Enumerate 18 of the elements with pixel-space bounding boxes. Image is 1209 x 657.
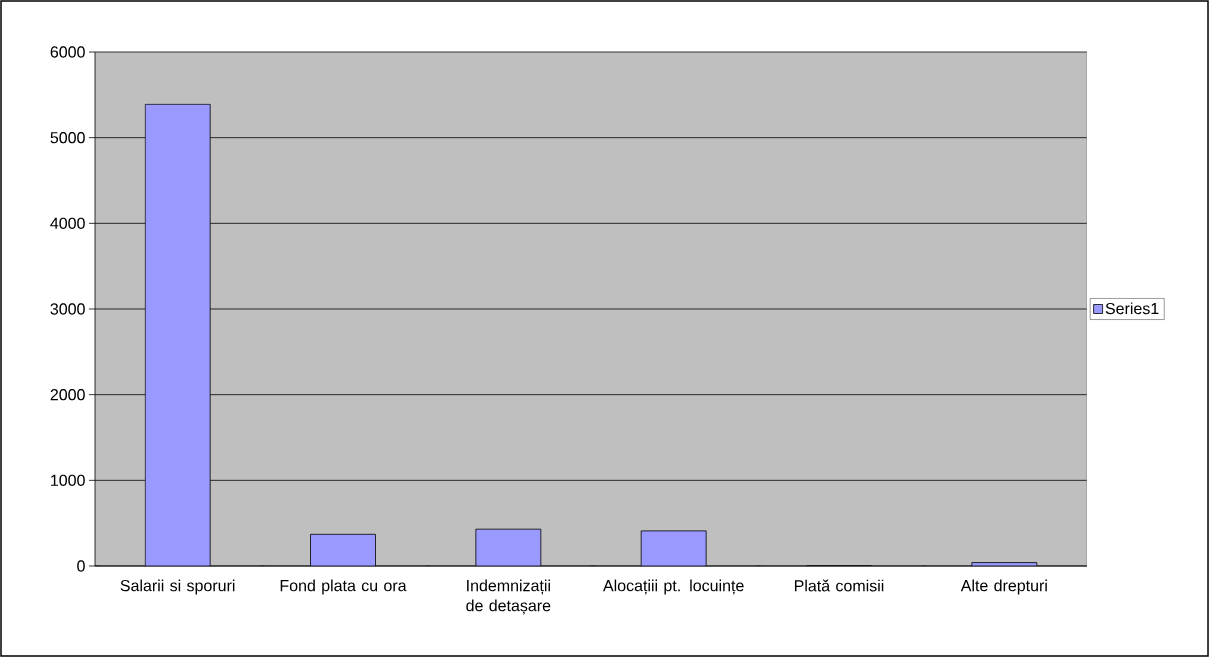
bar — [475, 528, 542, 566]
x-tick-label: Salarii si sporuri — [120, 579, 235, 595]
y-tick-label: 4000 — [50, 217, 85, 229]
x-tick-label: Plată comisii — [794, 579, 884, 592]
x-tick-label: Alte drepturi — [960, 579, 1047, 595]
bar — [640, 530, 707, 566]
bar — [144, 103, 211, 566]
x-tick-label: Indemnizații de detașare — [466, 579, 551, 615]
y-tick-label: 1000 — [51, 474, 85, 486]
y-tick-label: 0 — [77, 560, 85, 572]
y-tick-label: 3000 — [50, 303, 85, 315]
bar — [310, 533, 376, 566]
x-tick-label: Fond plata cu ora — [280, 579, 407, 595]
legend-label: Series1 — [1105, 302, 1159, 315]
y-tick-label: 6000 — [50, 46, 85, 58]
x-tick-label: Alocațiii pt. locuințe — [603, 579, 744, 595]
y-tick-label: 2000 — [50, 389, 85, 401]
y-tick-label: 5000 — [50, 132, 85, 144]
